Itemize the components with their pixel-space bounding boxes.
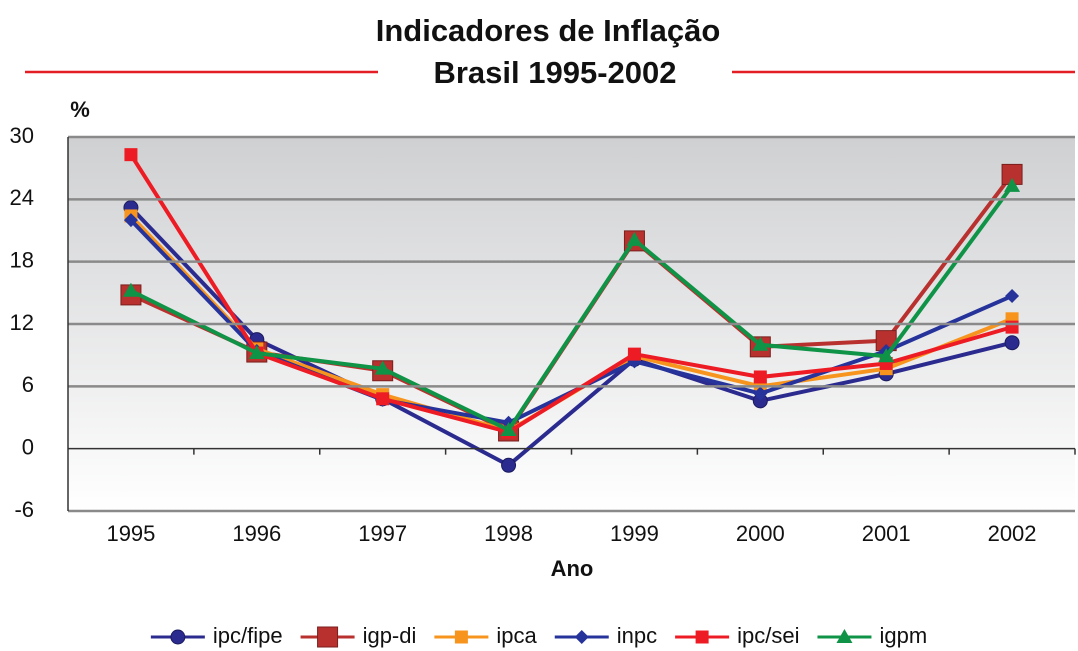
marker bbox=[878, 348, 895, 363]
marker bbox=[454, 630, 468, 644]
y-tick-label: 30 bbox=[10, 123, 34, 148]
legend-label: igpm bbox=[879, 623, 927, 648]
marker bbox=[122, 282, 139, 297]
y-tick-label: 12 bbox=[10, 310, 34, 335]
marker bbox=[574, 630, 589, 644]
legend-label: ipca bbox=[496, 623, 537, 648]
marker bbox=[627, 347, 641, 361]
marker bbox=[501, 457, 517, 473]
marker bbox=[124, 148, 138, 162]
chart-title: Indicadores de Inflação bbox=[376, 13, 721, 48]
y-tick-label: 24 bbox=[10, 185, 34, 210]
legend-label: inpc bbox=[617, 623, 657, 648]
marker bbox=[1004, 335, 1020, 351]
legend-item: igp-di bbox=[300, 623, 417, 648]
legend-item: ipca bbox=[434, 623, 538, 648]
legend-label: ipc/sei bbox=[737, 623, 799, 648]
marker bbox=[317, 626, 339, 648]
legend-item: inpc bbox=[554, 623, 657, 648]
marker bbox=[1004, 177, 1021, 192]
x-tick-label: 2001 bbox=[862, 521, 911, 546]
x-axis-label: Ano bbox=[551, 556, 594, 581]
marker bbox=[500, 421, 517, 436]
marker bbox=[170, 629, 186, 645]
y-tick-label: 6 bbox=[22, 372, 34, 397]
plot bbox=[120, 148, 1023, 473]
marker bbox=[248, 345, 265, 360]
y-tick-label: 18 bbox=[10, 247, 34, 272]
marker bbox=[753, 370, 767, 384]
marker bbox=[836, 629, 853, 643]
marker bbox=[752, 336, 769, 351]
marker bbox=[1005, 320, 1019, 334]
series-line bbox=[129, 206, 1013, 468]
legend-item: ipc/fipe bbox=[150, 623, 283, 648]
x-tick-label: 2002 bbox=[988, 521, 1037, 546]
x-tick-label: 1997 bbox=[358, 521, 407, 546]
x-tick-label: 1996 bbox=[232, 521, 281, 546]
legend-label: igp-di bbox=[363, 623, 417, 648]
y-axis-label: % bbox=[70, 97, 90, 122]
series-line bbox=[130, 184, 1014, 432]
marker bbox=[376, 392, 390, 406]
marker bbox=[374, 360, 391, 375]
legend-item: igpm bbox=[817, 623, 927, 648]
legend-label: ipc/fipe bbox=[213, 623, 283, 648]
marker bbox=[123, 213, 138, 228]
marker bbox=[695, 630, 709, 644]
marker bbox=[753, 386, 768, 401]
legend-item: ipc/sei bbox=[675, 623, 799, 648]
chart-subtitle: Brasil 1995-2002 bbox=[433, 55, 676, 90]
y-tick-label: -6 bbox=[14, 497, 34, 522]
series-line bbox=[129, 153, 1013, 435]
x-tick-label: 1999 bbox=[610, 521, 659, 546]
marker bbox=[626, 231, 643, 246]
x-tick-label: 2000 bbox=[736, 521, 785, 546]
x-tick-label: 1998 bbox=[484, 521, 533, 546]
marker bbox=[1005, 288, 1020, 303]
x-tick-label: 1995 bbox=[106, 521, 155, 546]
y-tick-label: 0 bbox=[22, 434, 34, 459]
